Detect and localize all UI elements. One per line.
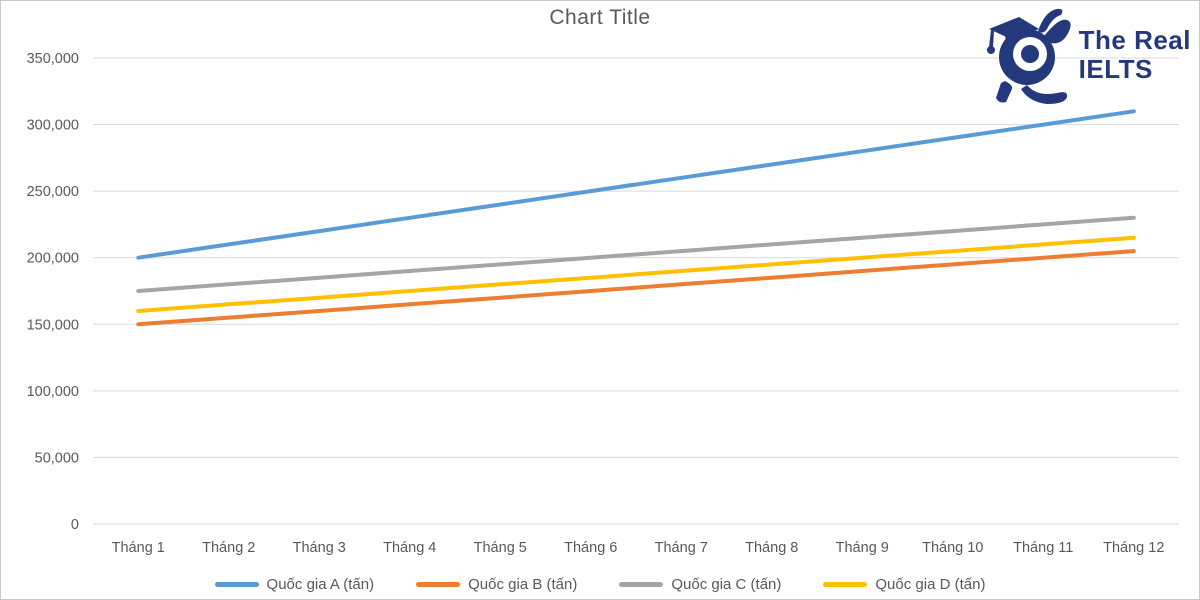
y-axis-tick-label: 50,000 xyxy=(35,450,79,466)
chart-legend: Quốc gia A (tấn) Quốc gia B (tấn) Quốc g… xyxy=(1,576,1199,593)
x-axis-tick-label: Tháng 9 xyxy=(836,540,889,556)
legend-item-quoc-gia-c: Quốc gia C (tấn) xyxy=(619,576,781,593)
logo-text-line2: IELTS xyxy=(1078,54,1153,84)
legend-label: Quốc gia B (tấn) xyxy=(468,576,578,593)
legend-item-quoc-gia-a: Quốc gia A (tấn) xyxy=(214,576,375,593)
legend-label: Quốc gia A (tấn) xyxy=(266,576,375,593)
legend-line-marker-c xyxy=(619,582,664,587)
line-chart-plot-area: 0 50,000 100,000 150,000 200,000 250,000 300,0… xyxy=(27,51,1179,556)
x-axis-tick-label: Tháng 5 xyxy=(474,540,527,556)
y-axis-tick-label: 300,000 xyxy=(27,118,79,134)
x-axis-tick-label: Tháng 12 xyxy=(1103,540,1164,556)
y-axis-tick-label: 150,000 xyxy=(27,317,79,333)
series-line-c xyxy=(136,215,1136,293)
legend-label: Quốc gia D (tấn) xyxy=(875,576,986,593)
legend-label: Quốc gia C (tấn) xyxy=(671,576,782,593)
x-axis-tick-label: Tháng 6 xyxy=(564,540,617,556)
logo-text-line1: The Real xyxy=(1078,24,1191,55)
legend-item-quoc-gia-b: Quốc gia B (tấn) xyxy=(416,576,577,593)
series-line-b xyxy=(136,249,1136,327)
x-axis-tick-label: Tháng 7 xyxy=(655,540,708,556)
snail-graduate-mascot-icon xyxy=(986,8,1071,104)
y-axis-tick-label: 350,000 xyxy=(27,51,79,67)
y-axis-tick-label: 100,000 xyxy=(27,384,79,400)
legend-item-quoc-gia-d: Quốc gia D (tấn) xyxy=(823,576,985,593)
x-axis-tick-label: Tháng 10 xyxy=(922,540,983,556)
x-axis-tick-label: Tháng 2 xyxy=(202,540,255,556)
y-axis-tick-label: 200,000 xyxy=(27,251,79,267)
x-axis-tick-label: Tháng 8 xyxy=(745,540,798,556)
the-real-ielts-logo: The Real IELTS xyxy=(975,5,1191,105)
chart-title: Chart Title xyxy=(549,6,651,29)
x-axis-tick-label: Tháng 1 xyxy=(112,540,165,556)
x-axis-tick-label: Tháng 11 xyxy=(1013,540,1073,556)
legend-line-marker-b xyxy=(416,582,461,587)
legend-line-marker-d xyxy=(823,582,868,587)
series-line-a xyxy=(136,109,1136,260)
y-axis-tick-label: 0 xyxy=(71,517,79,533)
x-axis-tick-label: Tháng 3 xyxy=(293,540,346,556)
legend-line-marker-a xyxy=(214,582,259,587)
logo-text: The Real IELTS xyxy=(1078,24,1191,84)
series-line-d xyxy=(136,235,1136,313)
x-axis-tick-label: Tháng 4 xyxy=(383,540,436,556)
y-axis-tick-label: 250,000 xyxy=(27,184,79,200)
